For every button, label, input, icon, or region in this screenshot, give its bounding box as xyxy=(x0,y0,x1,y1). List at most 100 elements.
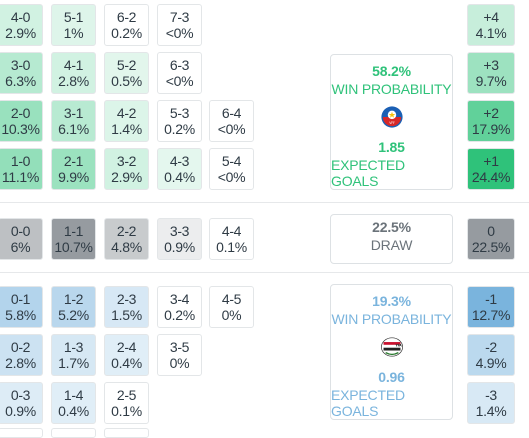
goal-margin: -2 xyxy=(485,339,497,355)
scoreline-score: 2-1 xyxy=(63,153,84,169)
goal-margin-probability: 1.4% xyxy=(475,403,507,419)
goal-margin: 0 xyxy=(487,223,495,239)
scoreline-cell-6-4: 6-4 <0% xyxy=(209,100,254,142)
scoreline-cell-clipped xyxy=(51,428,96,438)
home-xg-label: EXPECTED GOALS xyxy=(331,157,405,189)
goal-margin-probability: 9.7% xyxy=(475,73,507,89)
scoreline-cell-3-4: 3-4 0.2% xyxy=(157,286,202,328)
divider-home-draw xyxy=(0,202,529,203)
goal-margin-probability: 17.9% xyxy=(471,121,511,137)
goal-margin: +2 xyxy=(483,105,499,121)
scoreline-probability: 0.4% xyxy=(111,355,142,371)
scoreline-cell-1-0: 1-0 11.1% xyxy=(0,148,43,190)
scoreline-score: 2-5 xyxy=(116,387,137,403)
scoreline-score: 3-0 xyxy=(10,57,31,73)
scoreline-score: 6-4 xyxy=(221,105,242,121)
scoreline-score: 4-3 xyxy=(169,153,190,169)
scoreline-probability: 0.1% xyxy=(216,239,247,255)
goal-margin: +4 xyxy=(483,9,499,25)
scoreline-probability: 0.2% xyxy=(164,307,195,323)
scoreline-cell-4-5: 4-5 0% xyxy=(209,286,254,328)
goal-margin-probability: 4.1% xyxy=(475,25,507,41)
scoreline-probability: 2.8% xyxy=(5,355,36,371)
scoreline-cell-5-1: 5-1 1% xyxy=(51,4,96,46)
scoreline-cell-4-4: 4-4 0.1% xyxy=(209,218,254,260)
scoreline-score: 1-1 xyxy=(63,223,84,239)
scoreline-probability: 0% xyxy=(221,307,242,323)
scoreline-cell-0-1: 0-1 5.8% xyxy=(0,286,43,328)
scoreline-probability: 1.5% xyxy=(111,307,142,323)
draw-summary-panel: 22.5% DRAW xyxy=(330,214,453,264)
scoreline-probability: 2.9% xyxy=(111,169,142,185)
scoreline-cell-5-4: 5-4 <0% xyxy=(209,148,254,190)
scoreline-score: 4-4 xyxy=(221,223,242,239)
scoreline-probability: 6.1% xyxy=(58,121,89,137)
scoreline-cell-6-3: 6-3 <0% xyxy=(157,52,202,94)
scoreline-probability: 4.8% xyxy=(111,239,142,255)
yfa-crest-icon: YFA xyxy=(380,337,403,357)
scoreline-cell-clipped xyxy=(0,428,43,438)
goal-margin-probability: 12.7% xyxy=(471,307,511,323)
scoreline-score: 0-1 xyxy=(10,291,31,307)
away-summary-panel: 19.3% WIN PROBABILITY YFA 0.96 EXPECTED … xyxy=(330,284,453,420)
goal-margin-cell: +2 17.9% xyxy=(467,100,515,142)
scoreline-probability: 0.2% xyxy=(111,25,142,41)
goal-margin-cell: -2 4.9% xyxy=(467,334,515,376)
scoreline-score: 1-2 xyxy=(63,291,84,307)
scoreline-score: 2-0 xyxy=(10,105,31,121)
away-xg-label: EXPECTED GOALS xyxy=(331,387,405,419)
draw-probability: 22.5% xyxy=(372,219,411,235)
scoreline-probability: 6.3% xyxy=(5,73,36,89)
scoreline-cell-1-1: 1-1 10.7% xyxy=(51,218,96,260)
scoreline-probability: 0.9% xyxy=(5,403,36,419)
draw-label: DRAW xyxy=(370,237,413,253)
goal-margin: -3 xyxy=(485,387,497,403)
goal-margin-probability: 24.4% xyxy=(471,169,511,185)
scoreline-cell-4-2: 4-2 1.4% xyxy=(104,100,149,142)
scoreline-probability: 5.2% xyxy=(58,307,89,323)
goal-margin-cell: 0 22.5% xyxy=(467,218,515,260)
scoreline-probability: 2.8% xyxy=(58,73,89,89)
goal-margin-cell: -1 12.7% xyxy=(467,286,515,328)
scoreline-cell-4-3: 4-3 0.4% xyxy=(157,148,202,190)
goal-margin-probability: 4.9% xyxy=(475,355,507,371)
scoreline-cell-1-4: 1-4 0.4% xyxy=(51,382,96,424)
scoreline-score: 3-1 xyxy=(63,105,84,121)
scoreline-cell-clipped xyxy=(104,428,149,438)
scoreline-score: 2-2 xyxy=(116,223,137,239)
scoreline-probability: 11.1% xyxy=(1,169,40,185)
scoreline-cell-3-3: 3-3 0.9% xyxy=(157,218,202,260)
scoreline-probability: <0% xyxy=(165,25,194,41)
scoreline-cell-4-1: 4-1 2.8% xyxy=(51,52,96,94)
goal-margin-cell: +4 4.1% xyxy=(467,4,515,46)
scoreline-score: 2-3 xyxy=(116,291,137,307)
scoreline-cell-0-3: 0-3 0.9% xyxy=(0,382,43,424)
scoreline-probability: 1% xyxy=(63,25,84,41)
scoreline-probability: 5.8% xyxy=(5,307,36,323)
scoreline-probability: 10.7% xyxy=(54,239,93,255)
scoreline-score: 5-4 xyxy=(221,153,242,169)
scoreline-cell-7-3: 7-3 <0% xyxy=(157,4,202,46)
scoreline-score: 1-0 xyxy=(10,153,31,169)
scoreline-probability: 9.9% xyxy=(58,169,89,185)
scoreline-probability: <0% xyxy=(217,121,246,137)
scoreline-cell-2-3: 2-3 1.5% xyxy=(104,286,149,328)
home-summary-panel: 58.2% WIN PROBABILITY VFF 1.85 EXPECTED … xyxy=(330,54,453,190)
scoreline-score: 1-4 xyxy=(63,387,84,403)
scoreline-score: 6-2 xyxy=(116,9,137,25)
scoreline-probability: <0% xyxy=(217,169,246,185)
scoreline-probability: 10.3% xyxy=(1,121,40,137)
scoreline-probability: 0.4% xyxy=(164,169,195,185)
goal-margin: +3 xyxy=(483,57,499,73)
scoreline-cell-2-5: 2-5 0.1% xyxy=(104,382,149,424)
scoreline-cell-2-2: 2-2 4.8% xyxy=(104,218,149,260)
scoreline-score: 0-0 xyxy=(10,223,31,239)
scoreline-score: 3-3 xyxy=(169,223,190,239)
scoreline-probability: 0.1% xyxy=(111,403,142,419)
scoreline-cell-0-2: 0-2 2.8% xyxy=(0,334,43,376)
scoreline-probability: <0% xyxy=(165,73,194,89)
scoreline-score: 2-4 xyxy=(116,339,137,355)
goal-margin: +1 xyxy=(483,153,499,169)
goal-margin-cell: -3 1.4% xyxy=(467,382,515,424)
scoreline-probability: 2.9% xyxy=(5,25,36,41)
